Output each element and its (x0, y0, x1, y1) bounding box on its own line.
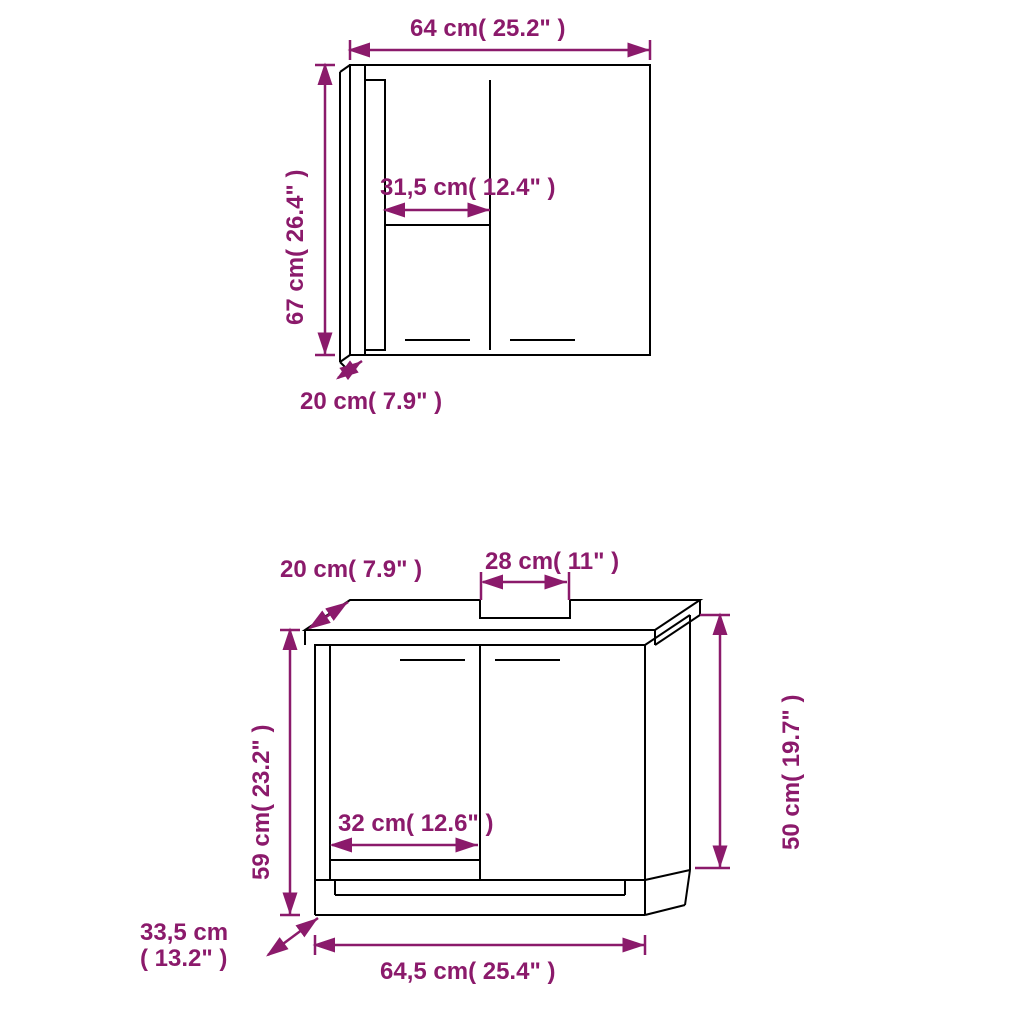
upper-height-label: 67 cm( 26.4" ) (282, 170, 310, 325)
upper-depth-label: 20 cm( 7.9" ) (300, 388, 442, 416)
lower-door-height-label: 50 cm( 19.7" ) (778, 695, 806, 850)
lower-internal-label: 32 cm( 12.6" ) (338, 810, 493, 838)
lower-cabinet (305, 600, 700, 915)
upper-width-label: 64 cm( 25.2" ) (410, 15, 565, 43)
lower-width-label: 64,5 cm( 25.4" ) (380, 958, 555, 986)
lower-notch-label: 28 cm( 11" ) (485, 548, 619, 576)
dimension-diagram (0, 0, 1024, 1024)
lower-top-depth-label: 20 cm( 7.9" ) (280, 556, 422, 584)
lower-height-label: 59 cm( 23.2" ) (248, 725, 276, 880)
lower-depth-label: 33,5 cm( 13.2" ) (140, 920, 228, 973)
upper-cabinet (340, 65, 650, 372)
upper-internal-label: 31,5 cm( 12.4" ) (380, 174, 555, 202)
